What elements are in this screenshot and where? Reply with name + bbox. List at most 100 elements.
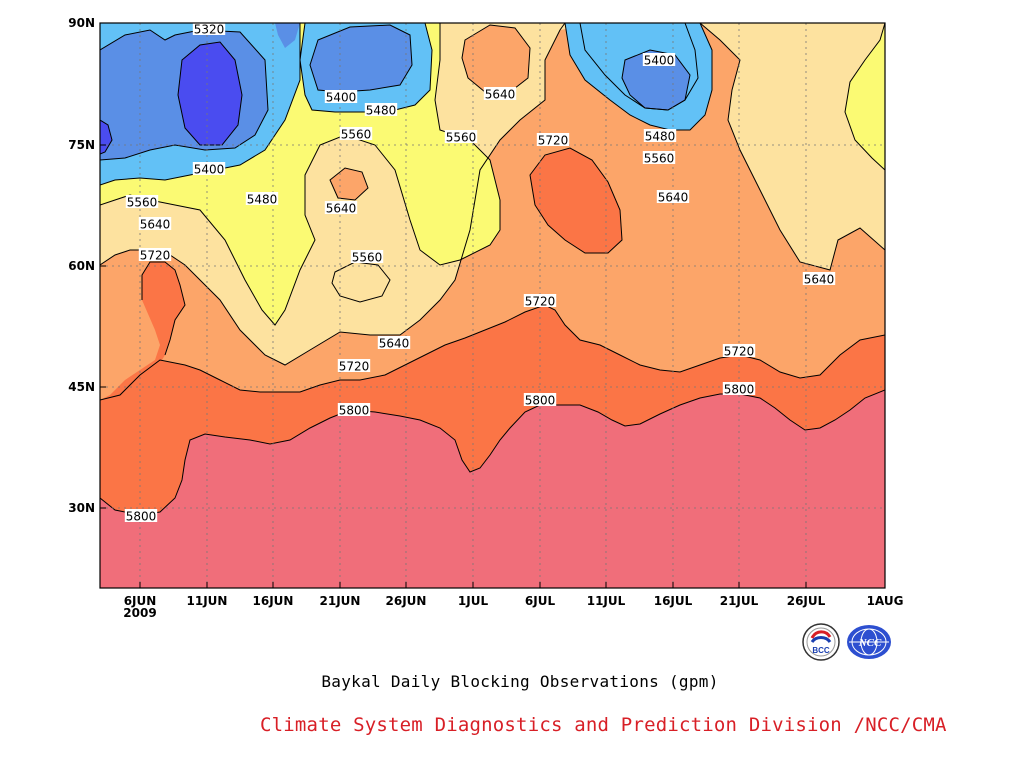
chart-caption-title: Baykal Daily Blocking Observations (gpm) (321, 672, 719, 691)
contour-line-5400-b (309, 24, 413, 93)
fill-le5320 (178, 42, 242, 145)
y-axis: 90N 75N 60N 45N 30N (68, 16, 106, 515)
contour-labels: 5320 5400 5400 5400 5480 5480 5480 5560 5560 5560… (124, 22, 836, 524)
contour-label: 5320 (194, 23, 225, 37)
contour-label: 5560 (446, 131, 477, 145)
contour-label-bg (642, 151, 676, 164)
x-tick-label: 6JUL (525, 594, 556, 608)
contour-label-bg (722, 382, 756, 395)
fill-5720-north (530, 148, 622, 253)
contour-label: 5800 (126, 510, 157, 524)
contour-label-bg (722, 344, 756, 357)
y-tick-label: 60N (68, 259, 95, 273)
contour-label-bg (536, 133, 570, 146)
contour-label: 5640 (379, 337, 410, 351)
x-tick-label: 21JUL (720, 594, 759, 608)
contour-label: 5400 (194, 163, 225, 177)
contour-line-5560-east (844, 23, 885, 171)
contour-line-5640 (100, 23, 566, 366)
y-tick-label: 75N (68, 138, 95, 152)
contour-line-5320 (177, 41, 243, 146)
y-tick-label: 90N (68, 16, 95, 30)
contour-label-bg (364, 103, 398, 116)
x-tick-label: 16JUN (253, 594, 294, 608)
contour-label: 5640 (326, 202, 357, 216)
fill-5640-north-b (330, 168, 368, 200)
contour-label: 5400 (326, 91, 357, 105)
contour-label-bg (324, 90, 358, 103)
contour-line-5640-isl-b (329, 167, 369, 201)
contour-label-bg (124, 509, 158, 522)
contour-label: 5640 (658, 191, 689, 205)
ncc-logo-text: NCC (858, 637, 882, 649)
x-tick-label: 16JUL (654, 594, 693, 608)
contour-line-5400-c (621, 49, 691, 111)
x-tick-label: 26JUL (787, 594, 826, 608)
contour-label: 5720 (339, 360, 370, 374)
x-tick-label: 6JUN (124, 594, 157, 608)
y-tick-label: 30N (68, 501, 95, 515)
contour-label: 5400 (644, 54, 675, 68)
contour-label-bg (523, 294, 557, 307)
contour-label-bg (324, 201, 358, 214)
contour-label-bg (523, 393, 557, 406)
fill-5480-east (845, 23, 885, 170)
contour-line-5720-west (141, 261, 186, 356)
contour-label: 5720 (525, 295, 556, 309)
contour-label: 5480 (247, 193, 278, 207)
contour-line-5560 (100, 23, 501, 326)
contour-label: 5720 (140, 249, 171, 263)
chart-caption-credit: Climate System Diagnostics and Predictio… (260, 714, 947, 736)
contour-label-bg (138, 248, 172, 261)
contour-line-5640-east (699, 23, 885, 271)
contour-line-5800 (100, 389, 885, 516)
contour-label: 5720 (724, 345, 755, 359)
contour-label-bg (339, 127, 373, 140)
ncc-logo: NCC (847, 625, 891, 659)
contour-label: 5560 (127, 196, 158, 210)
contour-label-bg (802, 272, 836, 285)
x-tick-label: 26JUN (386, 594, 427, 608)
fill-5320-5400-b (310, 25, 412, 92)
fill-ge5800 (100, 390, 885, 588)
x-tick-label: 1JUL (458, 594, 489, 608)
contour-fills (100, 23, 885, 588)
contour-label: 5800 (339, 404, 370, 418)
contour-label: 5480 (645, 130, 676, 144)
x-axis: 6JUN 11JUN 16JUN 21JUN 26JUN 1JUL 6JUL 11JUL 16J… (124, 582, 904, 608)
x-tick-label: 11JUL (587, 594, 626, 608)
contour-line-5640-isl-a (461, 24, 531, 93)
contour-label-bg (192, 162, 226, 175)
bcc-logo: BCC (802, 623, 840, 661)
contour-label-bg (245, 192, 279, 205)
contour-label: 5800 (525, 394, 556, 408)
contour-line-5560-mid (564, 23, 713, 131)
contour-line-5720-north (529, 147, 623, 254)
contour-label-bg (337, 359, 371, 372)
contour-label: 5640 (140, 218, 171, 232)
contour-label: 5720 (538, 134, 569, 148)
y-tick-label: 45N (68, 380, 95, 394)
contour-label-bg (642, 53, 676, 66)
bcc-logo-text: BCC (812, 646, 830, 655)
contour-label: 5560 (352, 251, 383, 265)
x-tick-label: 11JUN (187, 594, 228, 608)
contour-label-bg (656, 190, 690, 203)
contour-label-bg (444, 130, 478, 143)
x-tick-label: 21JUN (320, 594, 361, 608)
contour-label-bg (192, 22, 226, 35)
contour-label: 5560 (341, 128, 372, 142)
contour-label: 5560 (644, 152, 675, 166)
contour-label: 5800 (724, 383, 755, 397)
x-year-label: 2009 (123, 606, 156, 620)
contour-line-5400 (100, 29, 269, 161)
contour-label-bg (643, 129, 677, 142)
contour-line-5320-west (100, 119, 113, 155)
contour-label-bg (125, 195, 159, 208)
fill-5560-island (332, 262, 390, 302)
contour-label-bg (483, 87, 517, 100)
contour-label-bg (350, 250, 384, 263)
plot-frame (99, 22, 886, 589)
contour-label-bg (138, 217, 172, 230)
x-tick-label: 1AUG (867, 594, 904, 608)
